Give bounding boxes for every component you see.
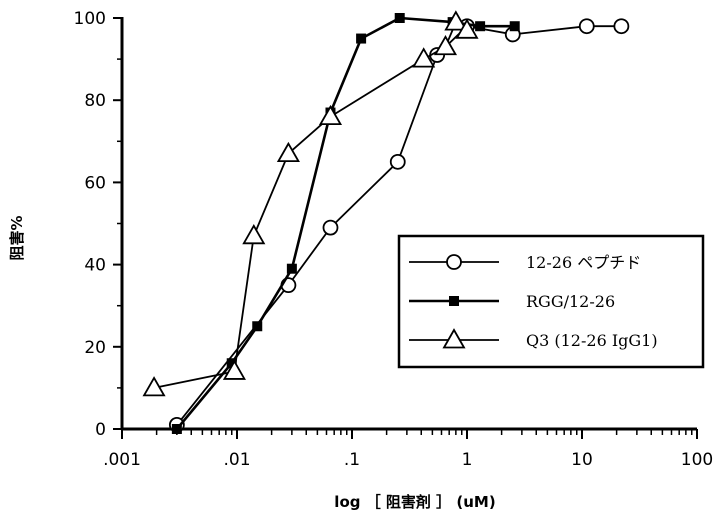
data-point-circle [391, 155, 405, 169]
data-point-square [252, 321, 262, 331]
x-tick-label: .001 [103, 450, 141, 470]
legend-label: RGG/12-26 [526, 292, 615, 311]
legend-label: Q3 (12-26 IgG1) [526, 331, 658, 350]
y-axis-title: 阻害% [8, 215, 26, 260]
y-tick-label: 20 [84, 338, 106, 358]
y-tick-label: 60 [84, 173, 106, 193]
x-axis-title: log ［ 阻害剤 ］ (uM) [334, 493, 495, 511]
data-point-triangle [244, 226, 264, 244]
x-tick-label: 1 [462, 450, 473, 470]
y-tick-label: 80 [84, 91, 106, 111]
data-point-circle [614, 19, 628, 33]
y-tick-label: 0 [95, 420, 106, 440]
legend: 12-26 ペプチド RGG/12-26 Q3 (12-26 IgG1) [399, 236, 703, 367]
x-tick-label: .1 [344, 450, 360, 470]
x-tick-label: 100 [681, 450, 713, 470]
x-tick-label: 10 [571, 450, 593, 470]
data-point-square [287, 264, 297, 274]
data-point-square [449, 296, 459, 306]
data-point-square [395, 13, 405, 23]
data-point-square [510, 21, 520, 31]
series-layer [144, 12, 628, 434]
series-2 [172, 13, 520, 434]
x-tick-label: .01 [223, 450, 250, 470]
y-tick-label: 40 [84, 256, 106, 276]
data-point-square [356, 34, 366, 44]
data-point-circle [580, 19, 594, 33]
data-point-circle [447, 255, 461, 269]
y-tick-label: 100 [74, 9, 106, 29]
data-point-triangle [320, 107, 340, 125]
legend-label: 12-26 ペプチド [526, 253, 641, 272]
data-point-square [475, 21, 485, 31]
data-point-square [172, 424, 182, 434]
data-point-circle [323, 221, 337, 235]
